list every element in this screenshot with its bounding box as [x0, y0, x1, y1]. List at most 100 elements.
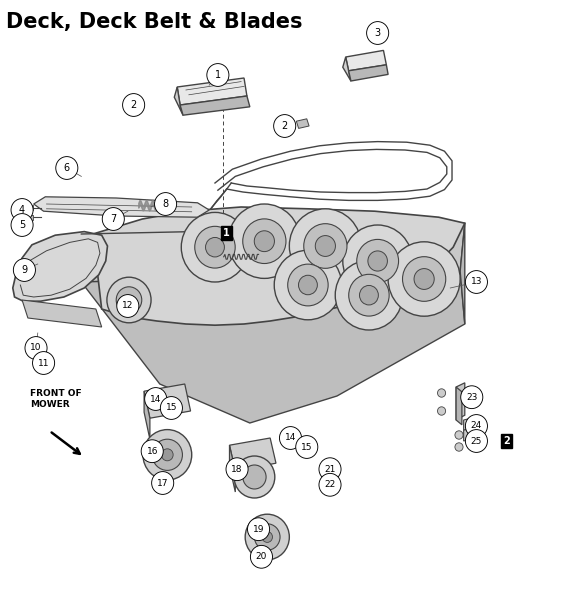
Circle shape — [141, 440, 163, 463]
Circle shape — [388, 242, 460, 316]
Polygon shape — [127, 101, 141, 110]
Circle shape — [107, 277, 151, 323]
Circle shape — [304, 224, 347, 268]
Circle shape — [274, 250, 342, 320]
Circle shape — [254, 524, 280, 550]
Text: 8: 8 — [163, 199, 168, 209]
Polygon shape — [180, 96, 250, 115]
Circle shape — [152, 472, 174, 494]
Text: 13: 13 — [471, 277, 482, 286]
Text: 22: 22 — [324, 480, 336, 490]
Text: 15: 15 — [166, 403, 177, 413]
Text: 7: 7 — [110, 214, 116, 224]
Text: 1: 1 — [223, 228, 230, 238]
Text: 5: 5 — [19, 220, 25, 230]
Circle shape — [299, 275, 317, 295]
Circle shape — [465, 415, 487, 437]
Polygon shape — [343, 57, 351, 81]
Polygon shape — [296, 119, 309, 128]
Polygon shape — [93, 207, 465, 325]
Circle shape — [274, 115, 296, 137]
Circle shape — [367, 22, 389, 44]
Polygon shape — [464, 427, 476, 441]
Text: 2: 2 — [503, 436, 510, 446]
Circle shape — [243, 219, 286, 263]
Circle shape — [206, 238, 224, 257]
Polygon shape — [464, 417, 476, 430]
Polygon shape — [349, 65, 388, 81]
Text: 23: 23 — [466, 392, 478, 402]
Circle shape — [262, 532, 272, 542]
Circle shape — [195, 226, 235, 268]
Polygon shape — [81, 271, 465, 423]
Circle shape — [437, 407, 446, 415]
Text: Deck, Deck Belt & Blades: Deck, Deck Belt & Blades — [6, 12, 302, 32]
Polygon shape — [460, 223, 465, 324]
Circle shape — [455, 431, 463, 439]
Text: 9: 9 — [21, 265, 27, 275]
Text: 11: 11 — [38, 358, 49, 367]
Circle shape — [349, 274, 389, 316]
Text: 3: 3 — [375, 28, 381, 38]
Circle shape — [319, 458, 341, 481]
Text: 1: 1 — [215, 70, 221, 80]
Circle shape — [368, 251, 388, 271]
Circle shape — [56, 157, 78, 179]
Polygon shape — [229, 438, 276, 471]
Polygon shape — [144, 384, 191, 418]
Circle shape — [117, 295, 139, 317]
Text: 15: 15 — [301, 443, 313, 451]
Circle shape — [414, 269, 434, 289]
Polygon shape — [13, 232, 107, 301]
Text: 24: 24 — [471, 421, 482, 431]
Polygon shape — [346, 50, 386, 71]
Circle shape — [160, 397, 182, 419]
Circle shape — [155, 193, 177, 215]
Text: 18: 18 — [231, 464, 243, 474]
Circle shape — [357, 239, 399, 283]
Circle shape — [243, 465, 266, 489]
Bar — [27, 215, 33, 220]
Polygon shape — [174, 87, 183, 115]
Circle shape — [25, 337, 47, 359]
Circle shape — [11, 214, 33, 236]
Text: 21: 21 — [324, 464, 336, 474]
Text: 14: 14 — [150, 395, 162, 403]
Text: 2: 2 — [282, 121, 288, 131]
Polygon shape — [229, 445, 235, 492]
Circle shape — [465, 430, 487, 452]
Text: 2: 2 — [131, 100, 137, 110]
Circle shape — [116, 287, 142, 313]
Circle shape — [319, 473, 341, 496]
Polygon shape — [144, 391, 150, 439]
Circle shape — [181, 212, 249, 282]
Circle shape — [248, 518, 270, 541]
Circle shape — [152, 439, 182, 470]
Text: 12: 12 — [122, 301, 134, 311]
Circle shape — [228, 204, 300, 278]
Text: 4: 4 — [19, 205, 25, 215]
Text: 14: 14 — [285, 433, 296, 443]
Circle shape — [437, 389, 446, 397]
Circle shape — [143, 430, 192, 480]
Circle shape — [234, 456, 275, 498]
Circle shape — [461, 386, 483, 409]
Circle shape — [279, 427, 302, 449]
Polygon shape — [34, 197, 209, 217]
Circle shape — [250, 545, 272, 568]
Circle shape — [207, 64, 229, 86]
Circle shape — [123, 94, 145, 116]
Circle shape — [226, 458, 248, 481]
Circle shape — [403, 257, 446, 301]
Circle shape — [455, 443, 463, 451]
Circle shape — [245, 514, 289, 560]
Circle shape — [102, 208, 124, 230]
Polygon shape — [81, 223, 465, 282]
Circle shape — [465, 271, 487, 293]
Polygon shape — [177, 78, 247, 105]
Circle shape — [335, 260, 403, 330]
Circle shape — [11, 199, 33, 221]
Polygon shape — [81, 234, 93, 282]
Circle shape — [315, 236, 335, 256]
Circle shape — [162, 449, 173, 461]
